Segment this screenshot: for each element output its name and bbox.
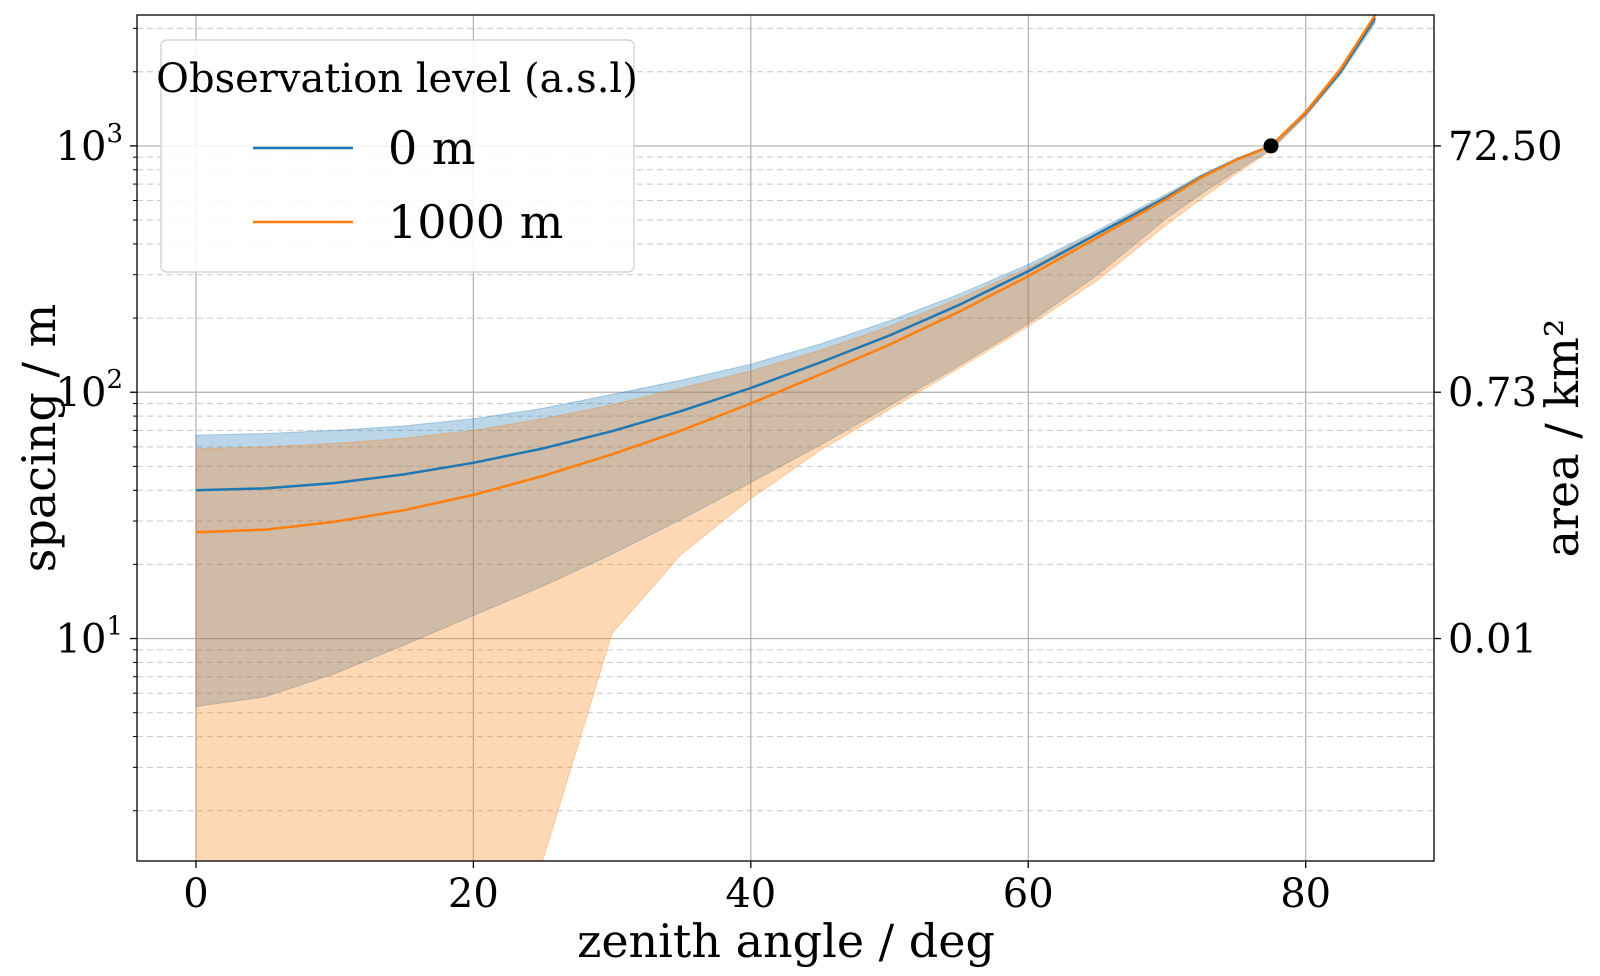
legend-label-1000m: 1000 m — [388, 195, 563, 249]
series-lines — [195, 14, 1377, 534]
legend: Observation level (a.s.l) 0 m 1000 m — [156, 39, 638, 273]
x-axis-ticks: 0 20 40 60 80 — [183, 861, 1331, 917]
legend-label-0m: 0 m — [388, 121, 476, 175]
y2-tick-label: 0.73 — [1448, 370, 1537, 416]
y-axis-ticks: 101 102 103 — [56, 27, 137, 812]
uncertainty-bands — [195, 13, 1376, 862]
y-tick-label: 102 — [56, 365, 123, 416]
line-1000m — [195, 14, 1377, 534]
x-tick-label: 20 — [448, 871, 499, 917]
x-tick-label: 80 — [1280, 871, 1331, 917]
x-tick-label: 0 — [183, 871, 208, 917]
y-tick-label: 103 — [56, 119, 123, 170]
x-tick-label: 40 — [725, 871, 776, 917]
plot-frame — [136, 14, 1435, 862]
minor-grid — [137, 27, 1434, 812]
legend-title: Observation level (a.s.l) — [156, 56, 638, 102]
x-axis-label: zenith angle / deg — [577, 914, 995, 968]
reference-marker — [1263, 138, 1279, 154]
legend-box — [160, 39, 635, 273]
y-axis-label: spacing / m — [12, 304, 66, 572]
y2-axis-label: area / km² — [1535, 319, 1589, 558]
band-1000m — [195, 13, 1376, 862]
y2-tick-label: 0.01 — [1448, 617, 1537, 663]
y-tick-label: 101 — [56, 612, 123, 663]
x-tick-label: 60 — [1003, 871, 1054, 917]
y2-axis-ticks: 0.01 0.73 72.50 — [1434, 124, 1563, 663]
y2-tick-label: 72.50 — [1448, 124, 1563, 170]
band-0m — [195, 14, 1376, 708]
